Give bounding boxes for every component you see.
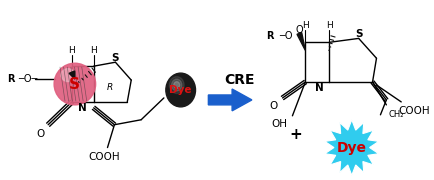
Text: +: + [289,127,302,142]
Ellipse shape [169,77,184,93]
Text: CH₂: CH₂ [388,110,404,119]
Text: COOH: COOH [398,106,430,116]
Text: H: H [326,21,332,30]
Text: O: O [270,101,278,111]
Text: N: N [79,103,87,113]
Text: CRE: CRE [224,73,254,87]
Text: ─O: ─O [279,31,292,41]
Text: H: H [69,46,75,55]
Ellipse shape [61,69,75,82]
Ellipse shape [166,73,195,107]
Text: S: S [69,76,80,92]
Polygon shape [69,71,75,79]
Text: OH: OH [272,119,288,129]
Text: COOH: COOH [89,152,120,163]
Ellipse shape [54,63,95,105]
FancyArrow shape [208,89,252,111]
Text: S: S [112,53,119,63]
Text: R: R [7,74,14,84]
Text: H: H [90,46,97,55]
Ellipse shape [171,79,182,91]
Ellipse shape [174,82,180,88]
Text: N: N [315,83,323,93]
Text: H: H [302,21,309,30]
Text: R: R [106,82,112,91]
Text: R: R [266,31,273,41]
Polygon shape [297,33,305,50]
Text: ─O─: ─O─ [18,74,37,84]
Text: Dye: Dye [337,141,367,155]
Polygon shape [325,120,379,175]
Text: S: S [355,30,362,39]
Text: Dye: Dye [169,85,192,95]
Text: O: O [296,25,303,35]
Text: O: O [36,129,44,139]
